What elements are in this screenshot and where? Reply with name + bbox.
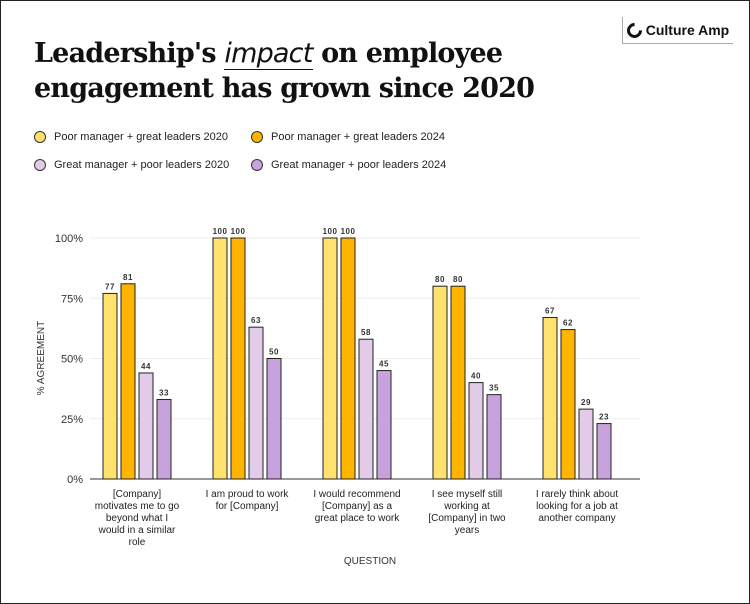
data-label: 33 [159,388,169,397]
bar [156,398,172,480]
data-label: 58 [361,328,371,337]
data-label: 81 [123,273,133,282]
y-tick-label: 50% [61,354,83,366]
bar [248,326,264,480]
x-tick-label: great place to work [315,513,400,524]
bar [432,285,448,480]
x-tick-label: would in a similar [98,525,176,536]
y-tick-label: 100% [55,233,83,245]
legend-label: Poor manager + great leaders 2024 [271,131,445,143]
data-label: 67 [545,307,555,316]
x-tick-label: beyond what I [106,513,168,524]
data-label: 35 [489,384,499,393]
data-label: 100 [213,227,228,236]
bar [358,338,374,480]
data-label: 100 [341,227,356,236]
x-tick-label: motivates me to go [95,501,180,512]
bar [266,358,282,480]
legend-swatch [251,159,263,171]
x-tick-label: I see myself still [432,489,503,500]
brand-logo: Culture Amp [622,17,733,44]
bar [120,283,136,480]
x-tick-label: working at [443,501,490,512]
data-label: 62 [563,319,573,328]
bar [578,408,594,480]
title-highlight: impact [224,38,313,70]
legend-item: Poor manager + great leaders 2020 [34,131,251,143]
bar [542,317,558,480]
data-label: 50 [269,348,279,357]
y-tick-label: 75% [61,293,83,305]
title-line-2: engagement has grown since 2020 [34,73,535,104]
title-part: on employee [312,38,503,69]
bar [450,285,466,480]
bar [560,329,576,480]
brand-name: Culture Amp [645,22,730,38]
data-label: 100 [323,227,338,236]
x-tick-label: [Company] as a [322,501,392,512]
x-tick-label: I would recommend [313,489,400,500]
x-tick-label: [Company] in two [428,513,506,524]
bar [468,382,484,480]
legend-item: Great manager + poor leaders 2024 [251,159,451,171]
data-label: 29 [581,398,591,407]
data-label: 80 [435,275,445,284]
legend-swatch [251,131,263,143]
legend: Poor manager + great leaders 2020 Poor m… [34,131,454,171]
bar [230,237,246,480]
y-tick-label: 25% [61,414,83,426]
y-axis-label: % AGREEMENT [36,321,47,395]
x-tick-label: I am proud to work [206,489,290,500]
data-label: 63 [251,316,261,325]
title-part: Leadership's [34,38,225,69]
x-tick-label: years [455,525,479,536]
legend-swatch [34,131,46,143]
data-label: 100 [231,227,246,236]
data-label: 44 [141,362,151,371]
data-label: 80 [453,275,463,284]
bar [596,423,612,480]
x-tick-label: I rarely think about [536,489,618,500]
x-tick-label: [Company] [113,489,162,500]
legend-item: Great manager + poor leaders 2020 [34,159,251,171]
legend-swatch [34,159,46,171]
chart-title: Leadership's impact on employee engageme… [34,36,535,106]
bar [376,370,392,480]
x-tick-label: looking for a job at [536,501,618,512]
x-tick-label: for [Company] [216,501,279,512]
bar [322,237,338,480]
legend-label: Great manager + poor leaders 2024 [271,159,447,171]
legend-item: Poor manager + great leaders 2024 [251,131,451,143]
x-tick-label: another company [538,513,615,524]
bar [486,394,502,480]
x-axis-label: QUESTION [344,556,396,567]
x-tick-label: role [129,537,146,548]
bar [102,292,118,480]
bar [212,237,228,480]
bar [138,372,154,480]
data-label: 40 [471,372,481,381]
legend-label: Poor manager + great leaders 2020 [54,131,228,143]
y-tick-label: 0% [67,474,83,486]
bar [340,237,356,480]
legend-label: Great manager + poor leaders 2020 [54,159,230,171]
data-label: 77 [105,282,115,291]
data-label: 23 [599,413,609,422]
data-label: 45 [379,360,389,369]
